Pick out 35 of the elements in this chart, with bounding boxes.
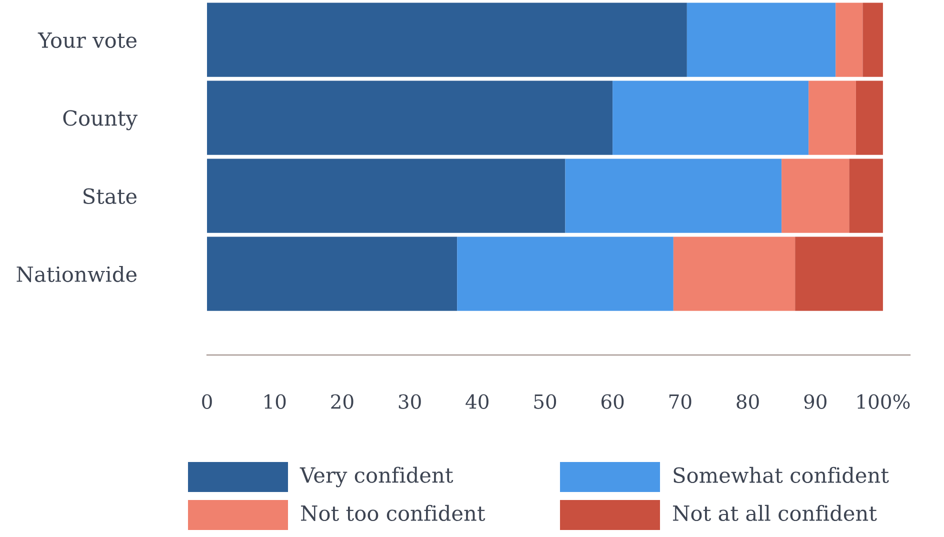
bar xyxy=(849,158,883,233)
legend-label: Very confident xyxy=(300,466,454,488)
bar xyxy=(686,2,836,77)
bar xyxy=(808,80,856,155)
x-tick-label: 20 xyxy=(331,394,354,409)
y-tick-label: State xyxy=(84,188,137,204)
bar xyxy=(856,80,883,155)
x-tick-label: 40 xyxy=(466,394,488,409)
bar xyxy=(836,2,863,77)
bar xyxy=(207,158,566,233)
legend-label: Somewhat confident xyxy=(674,466,889,484)
bar xyxy=(207,236,458,311)
legend-label: Not at all confident xyxy=(673,504,877,522)
x-tick-label: 50 xyxy=(534,394,556,409)
x-tick-label: 60 xyxy=(602,394,624,409)
x-tick-label: 70 xyxy=(669,394,692,409)
x-tick-label: 30 xyxy=(398,394,421,409)
y-tick-label: County xyxy=(63,110,138,130)
legend-label: Not too confident xyxy=(301,504,486,522)
bar xyxy=(795,236,883,311)
bar xyxy=(565,158,782,233)
bar xyxy=(862,2,883,77)
x-tick-label: 90 xyxy=(804,394,826,409)
x-tick-label: 10 xyxy=(264,394,286,409)
x-tick-label: 0 xyxy=(202,394,212,409)
y-tick-label: Your vote xyxy=(38,32,137,48)
bar xyxy=(782,158,850,233)
x-tick-label: 80 xyxy=(736,394,759,409)
y-tick-label: Nationwide xyxy=(16,266,137,282)
x-tick-label: 100% xyxy=(858,394,910,409)
bar xyxy=(673,236,796,311)
bar xyxy=(612,80,809,155)
bar xyxy=(457,236,674,311)
bar xyxy=(207,80,613,155)
bar xyxy=(207,2,687,77)
